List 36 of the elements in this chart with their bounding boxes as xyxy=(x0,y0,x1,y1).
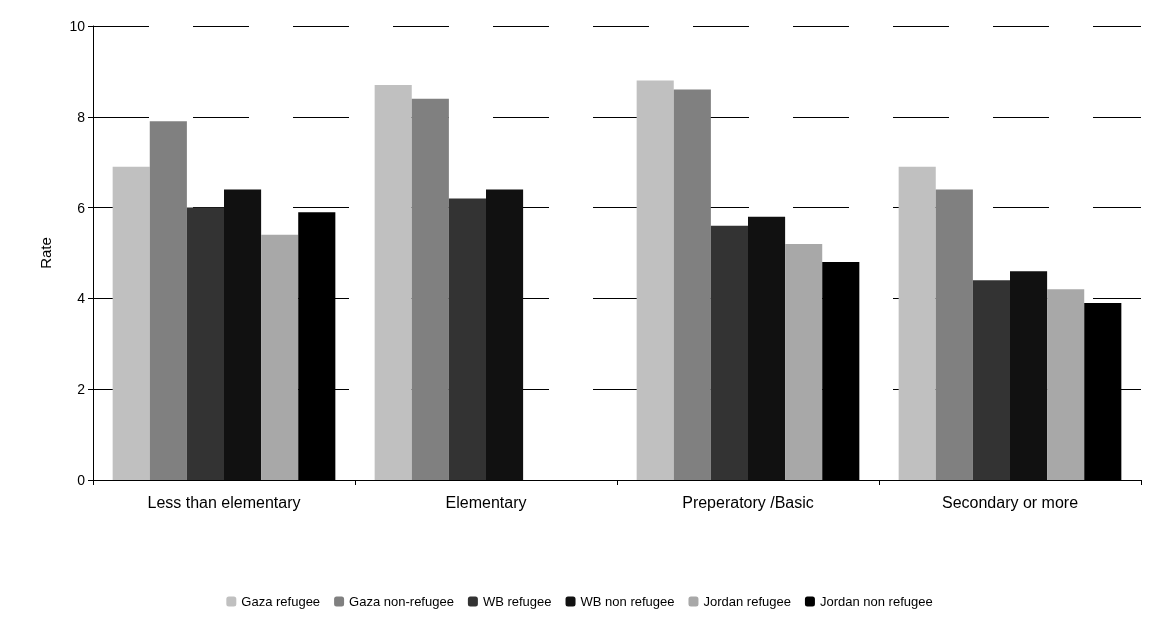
bar xyxy=(1047,289,1085,480)
bar xyxy=(972,280,1010,480)
legend-label: Jordan refugee xyxy=(703,594,791,609)
legend-label: Gaza non-refugee xyxy=(349,594,454,609)
bar xyxy=(710,225,748,480)
x-tick-label: Secondary or more xyxy=(941,493,1079,511)
bar xyxy=(374,85,412,480)
y-tick-label: 8 xyxy=(77,108,86,125)
y-tick-label: 0 xyxy=(77,472,86,488)
bar xyxy=(935,189,973,480)
bar xyxy=(261,234,299,480)
legend-label: WB refugee xyxy=(482,594,552,609)
bar xyxy=(1010,271,1048,480)
bar xyxy=(149,121,187,480)
legend-label: Gaza refugee xyxy=(241,594,321,609)
x-tick-label: Elementary xyxy=(445,493,527,511)
bar xyxy=(411,98,449,480)
y-tick-label: 6 xyxy=(77,199,86,216)
legend-label: Jordan non refugee xyxy=(819,594,933,609)
x-tick-label: Preperatory /Basic xyxy=(682,493,814,511)
bar xyxy=(224,189,262,480)
y-tick-label: 2 xyxy=(77,381,86,398)
bar xyxy=(448,198,486,480)
bar xyxy=(636,80,674,480)
y-tick-label: 4 xyxy=(77,290,86,307)
bar xyxy=(785,243,823,480)
x-tick-label: Less than elementary xyxy=(147,493,301,511)
bar xyxy=(186,207,224,480)
y-tick-label: 10 xyxy=(69,18,86,34)
bar xyxy=(673,89,711,480)
bar xyxy=(486,189,524,480)
bar xyxy=(898,166,936,480)
legend-label: WB non refugee xyxy=(580,594,675,609)
bar xyxy=(112,166,150,480)
bar xyxy=(748,216,786,480)
y-axis-title: Rate xyxy=(37,237,54,269)
